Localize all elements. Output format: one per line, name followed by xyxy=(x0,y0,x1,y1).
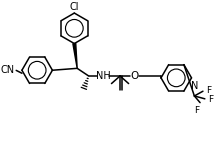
Text: NH: NH xyxy=(95,71,110,81)
Text: F: F xyxy=(194,106,199,115)
Polygon shape xyxy=(73,43,77,68)
Text: Cl: Cl xyxy=(69,2,79,12)
Text: F: F xyxy=(208,95,213,104)
Text: O: O xyxy=(130,71,139,81)
Text: N: N xyxy=(191,82,198,91)
Text: F: F xyxy=(206,86,211,95)
Text: CN: CN xyxy=(0,65,14,75)
